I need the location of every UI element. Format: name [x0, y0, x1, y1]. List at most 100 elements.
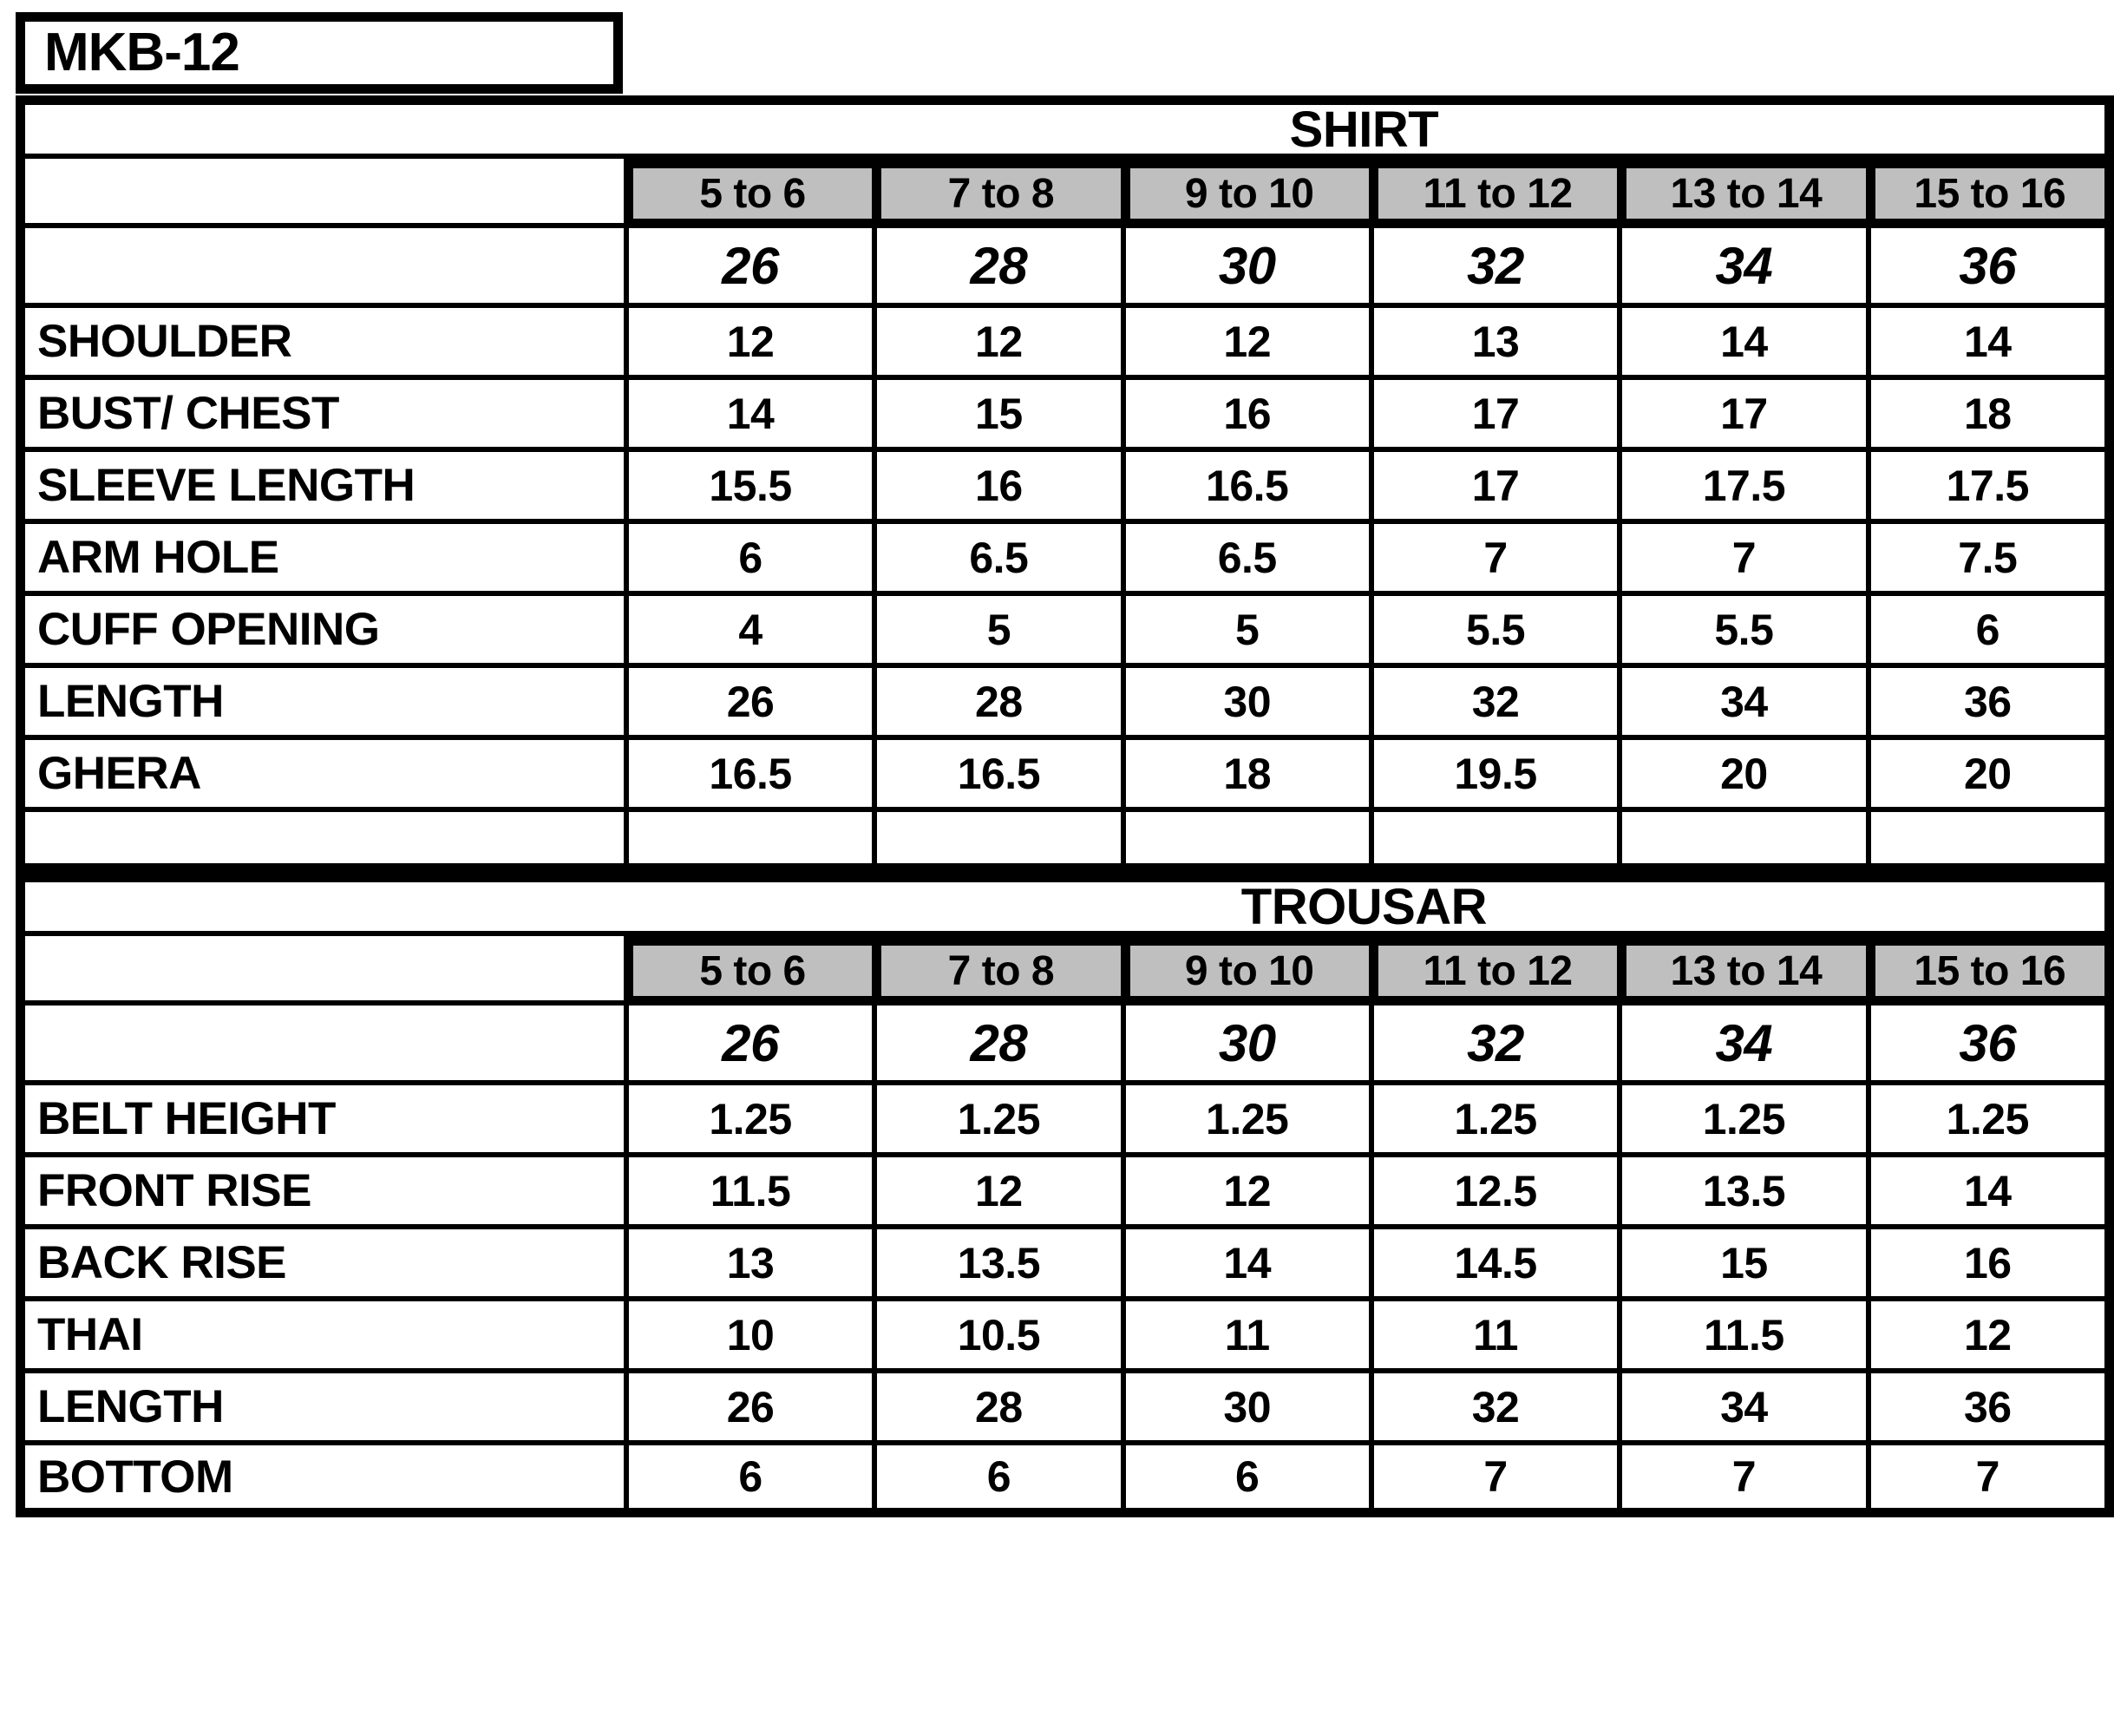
measurement-value-inner: 1.25: [872, 1085, 1121, 1157]
measurement-value-inner: 11: [1120, 1301, 1369, 1373]
measurement-value: 7: [1368, 524, 1618, 596]
size-number-header-inner: 28: [872, 1006, 1121, 1085]
measurement-label-inner: GHERA: [16, 740, 624, 812]
measurement-value: 19.5: [1368, 740, 1618, 812]
measurement-label: BOTTOM: [16, 1445, 624, 1517]
spacer-label-cell-inner: [16, 812, 624, 873]
measurement-value-inner: 7: [1368, 524, 1618, 596]
measurement-value-inner: 20: [1865, 740, 2114, 812]
measurement-label: SHOULDER: [16, 308, 624, 380]
measurement-value: 1.25: [1120, 1085, 1369, 1157]
measurement-value-inner: 20: [1617, 740, 1866, 812]
measurement-label-inner: ARM HOLE: [16, 524, 624, 596]
measurement-value: 5.5: [1368, 596, 1618, 668]
size-number-header-inner: 36: [1865, 228, 2114, 308]
measurement-value: 36: [1865, 668, 2114, 740]
measurement-value: 18: [1865, 380, 2114, 452]
size-number-header: 32: [1368, 228, 1618, 308]
measurement-value-inner: 14: [1617, 308, 1866, 380]
measurement-value: 13.5: [1617, 1157, 1866, 1229]
size-number-header: 34: [1617, 228, 1866, 308]
size-row-label-spacer: [16, 228, 624, 308]
measurement-label: LENGTH: [16, 1373, 624, 1445]
measurement-value-inner: 7: [1368, 1445, 1618, 1517]
measurement-value-inner: 10.5: [872, 1301, 1121, 1373]
measurement-value-inner: 32: [1368, 1373, 1618, 1445]
measurement-row: SLEEVE LENGTH 15.5 16 16.5 17 17.5 17.5: [16, 452, 2114, 524]
measurement-value: 17.5: [1865, 452, 2114, 524]
size-number-header: 26: [623, 228, 873, 308]
measurement-value-inner: 18: [1120, 740, 1369, 812]
size-number-header-inner: 36: [1865, 1006, 2114, 1085]
section-trousar-label-spacer-inner: [16, 873, 624, 936]
size-number-header: 34: [1617, 1006, 1866, 1085]
measurement-value-inner: 6.5: [1120, 524, 1369, 596]
measurement-value: 1.25: [1617, 1085, 1866, 1157]
measurement-value-inner: 34: [1617, 668, 1866, 740]
age-row-label-spacer-inner: [16, 159, 624, 228]
measurement-value: 12: [1120, 1157, 1369, 1229]
measurement-label: ARM HOLE: [16, 524, 624, 596]
measurement-label-inner: BACK RISE: [16, 1229, 624, 1301]
measurement-value-inner: 14.5: [1368, 1229, 1618, 1301]
measurement-value: 16.5: [1120, 452, 1369, 524]
measurement-value-inner: 28: [872, 668, 1121, 740]
section-header-row: TROUSAR: [16, 873, 2114, 936]
size-number-header: 30: [1120, 1006, 1369, 1085]
measurement-label-inner: BOTTOM: [16, 1445, 624, 1517]
measurement-value: 14: [1865, 1157, 2114, 1229]
measurement-value-inner: 4: [623, 596, 873, 668]
measurement-value: 12: [623, 308, 873, 380]
measurement-label: BUST/ CHEST: [16, 380, 624, 452]
spacer-cell-inner: [1617, 812, 1866, 873]
age-range-header: 11 to 12: [1368, 159, 1618, 228]
size-number-row: 26 28 30 32 34 36: [16, 1006, 2114, 1085]
measurement-value: 32: [1368, 668, 1618, 740]
measurement-value: 15: [1617, 1229, 1866, 1301]
measurement-label-inner: LENGTH: [16, 1373, 624, 1445]
measurement-value-inner: 12.5: [1368, 1157, 1618, 1229]
measurement-value-inner: 16.5: [1120, 452, 1369, 524]
spacer-cell: [623, 812, 873, 873]
measurement-value-inner: 10: [623, 1301, 873, 1373]
spacer-cell: [1617, 812, 1866, 873]
style-code-text: MKB-12: [44, 23, 240, 82]
measurement-value: 17: [1617, 380, 1866, 452]
measurement-value: 7.5: [1865, 524, 2114, 596]
measurement-row: BACK RISE 13 13.5 14 14.5 15 16: [16, 1229, 2114, 1301]
measurement-label: BELT HEIGHT: [16, 1085, 624, 1157]
measurement-value: 12: [1865, 1301, 2114, 1373]
measurement-row: LENGTH 26 28 30 32 34 36: [16, 668, 2114, 740]
measurement-label-inner: SHOULDER: [16, 308, 624, 380]
size-row-label-spacer: [16, 1006, 624, 1085]
size-number-header-inner: 30: [1120, 228, 1369, 308]
measurement-label: THAI: [16, 1301, 624, 1373]
measurement-value-inner: 18: [1865, 380, 2114, 452]
section-title-shirt: SHIRT: [623, 95, 2114, 159]
measurement-value-inner: 14: [623, 380, 873, 452]
age-range-header: 15 to 16: [1865, 936, 2114, 1006]
measurement-value: 11: [1368, 1301, 1618, 1373]
measurement-value: 17: [1368, 380, 1618, 452]
measurement-value: 6.5: [1120, 524, 1369, 596]
measurement-value: 14: [1865, 308, 2114, 380]
style-code-box: MKB-12: [16, 12, 623, 94]
measurement-value: 4: [623, 596, 873, 668]
section-shirt-label-spacer-inner: [16, 95, 624, 159]
measurement-value: 6: [623, 1445, 873, 1517]
measurement-value: 7: [1368, 1445, 1618, 1517]
age-range-header: 5 to 6: [623, 159, 873, 228]
age-range-header-inner: 11 to 12: [1368, 159, 1618, 228]
age-range-header: 5 to 6: [623, 936, 873, 1006]
measurement-value-inner: 6: [1120, 1445, 1369, 1517]
measurement-value-inner: 1.25: [623, 1085, 873, 1157]
size-number-header-inner: 32: [1368, 228, 1618, 308]
measurement-value: 16: [872, 452, 1121, 524]
measurement-value-inner: 16: [1865, 1229, 2114, 1301]
measurement-value-inner: 6: [623, 524, 873, 596]
size-number-header-inner: 26: [623, 1006, 873, 1085]
measurement-value-inner: 26: [623, 1373, 873, 1445]
spacer-cell-inner: [872, 812, 1121, 873]
measurement-value-inner: 5: [872, 596, 1121, 668]
